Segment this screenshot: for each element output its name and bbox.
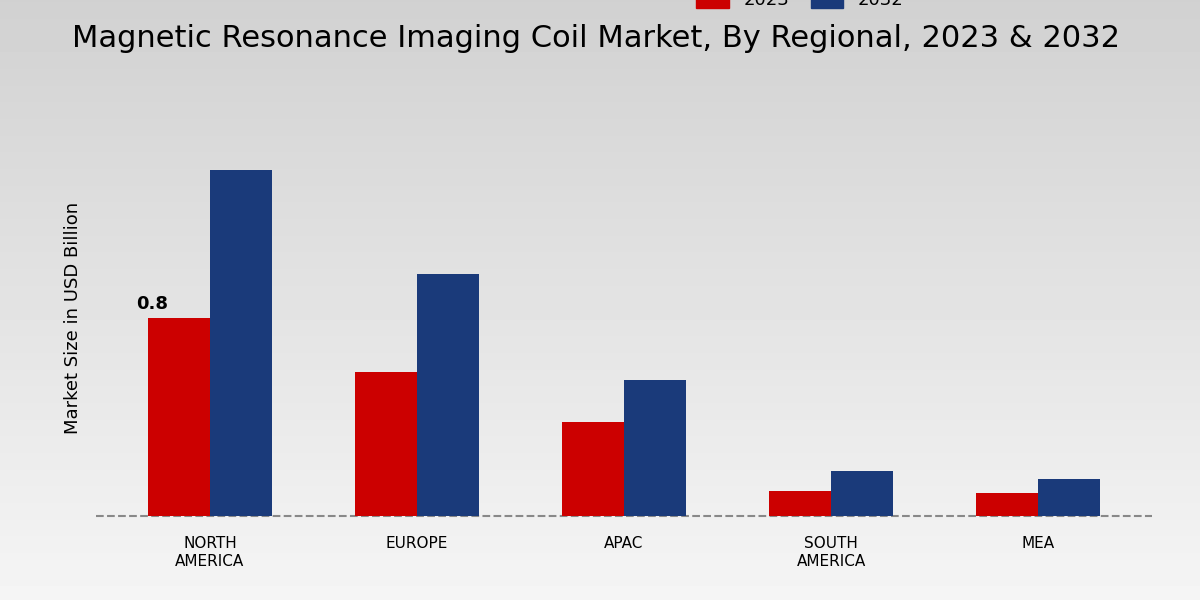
Bar	[624, 380, 686, 515]
Legend: 2023, 2032: 2023, 2032	[689, 0, 911, 16]
Bar	[148, 318, 210, 515]
Bar	[355, 373, 416, 515]
Text: Magnetic Resonance Imaging Coil Market, By Regional, 2023 & 2032: Magnetic Resonance Imaging Coil Market, …	[72, 24, 1120, 53]
Bar	[562, 422, 624, 515]
Bar	[210, 170, 272, 515]
Bar	[769, 491, 832, 515]
Bar	[416, 274, 479, 515]
Bar	[976, 493, 1038, 515]
Bar	[1038, 479, 1100, 515]
Text: 0.8: 0.8	[137, 295, 168, 313]
Bar	[832, 471, 893, 515]
Y-axis label: Market Size in USD Billion: Market Size in USD Billion	[64, 202, 82, 434]
